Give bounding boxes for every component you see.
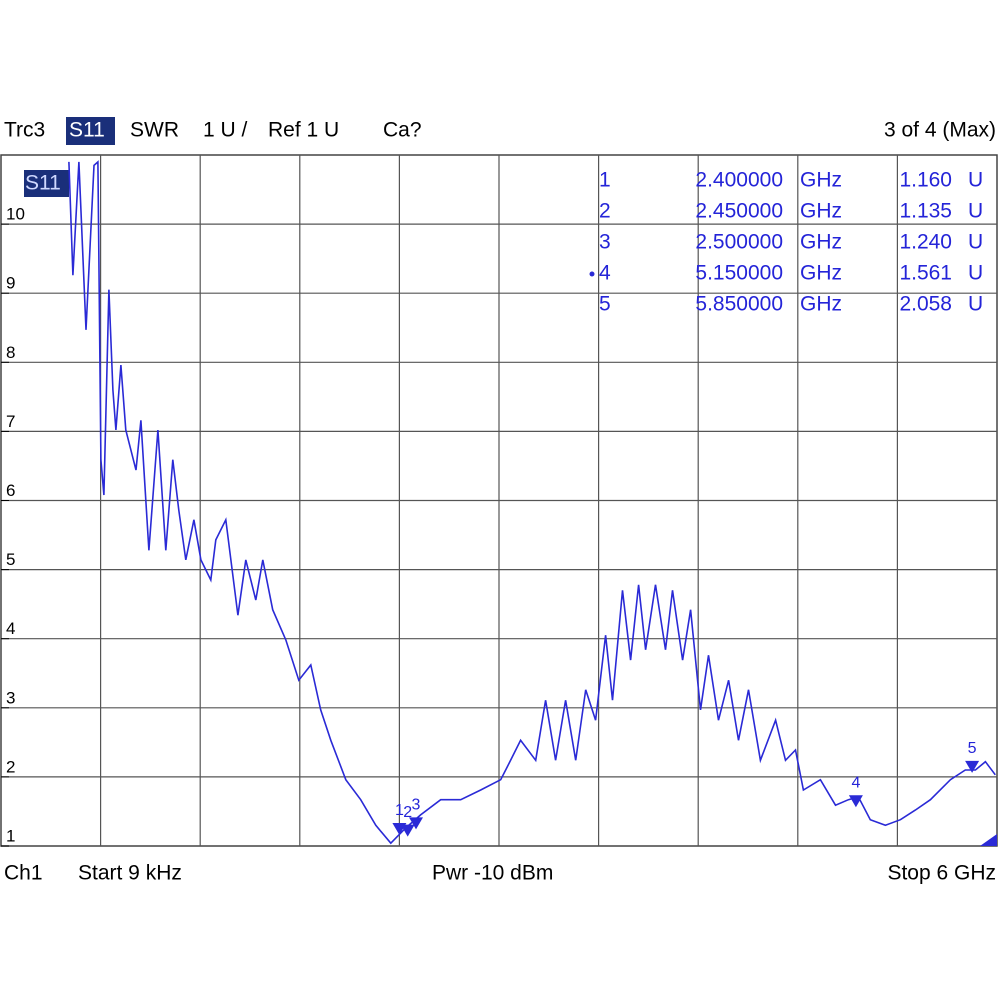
y-tick-label: 3 bbox=[6, 688, 15, 707]
y-tick-label: 10 bbox=[6, 205, 25, 224]
marker-value: 1.135 bbox=[899, 200, 952, 223]
y-tick-label: 8 bbox=[6, 343, 15, 362]
trace-label: S11 bbox=[25, 172, 61, 195]
scale: 1 U / bbox=[203, 119, 248, 142]
marker-frequency-unit: GHz bbox=[800, 169, 842, 192]
marker-label: 3 bbox=[412, 797, 421, 814]
marker-frequency-unit: GHz bbox=[800, 293, 842, 316]
y-tick-label: 4 bbox=[6, 619, 15, 638]
start-frequency: Start 9 kHz bbox=[78, 862, 182, 885]
stop-frequency: Stop 6 GHz bbox=[887, 862, 996, 885]
marker-triangle bbox=[848, 795, 863, 808]
marker-frequency: 2.500000 bbox=[695, 231, 783, 254]
marker-number: 3 bbox=[599, 231, 611, 254]
reference: Ref 1 U bbox=[268, 119, 339, 142]
trace bbox=[68, 160, 996, 845]
y-tick-label: 9 bbox=[6, 274, 15, 293]
marker-number: 4 bbox=[599, 262, 611, 285]
y-tick-label: 1 bbox=[6, 826, 15, 845]
marker-frequency-unit: GHz bbox=[800, 231, 842, 254]
marker-triangle bbox=[400, 824, 415, 837]
page-indicator: 3 of 4 (Max) bbox=[884, 119, 996, 142]
y-tick-label: 2 bbox=[6, 757, 15, 776]
marker-label: 4 bbox=[851, 774, 860, 791]
marker-frequency: 2.450000 bbox=[695, 200, 783, 223]
trace-name: Trc3 bbox=[4, 119, 45, 142]
trace-label-box bbox=[24, 170, 69, 197]
marker-value: 2.058 bbox=[899, 293, 952, 316]
param-highlight bbox=[66, 117, 115, 145]
marker-value-unit: U bbox=[968, 200, 983, 223]
marker-value-unit: U bbox=[968, 169, 983, 192]
corner-indicator bbox=[980, 834, 997, 846]
marker-value: 1.160 bbox=[899, 169, 952, 192]
calibration: Ca? bbox=[383, 119, 422, 142]
marker-frequency-unit: GHz bbox=[800, 262, 842, 285]
marker-value-unit: U bbox=[968, 293, 983, 316]
power: Pwr -10 dBm bbox=[432, 862, 553, 885]
marker-label: 1 bbox=[395, 802, 404, 819]
marker-triangle bbox=[408, 817, 423, 830]
marker-frequency-unit: GHz bbox=[800, 200, 842, 223]
marker-number: 5 bbox=[599, 293, 611, 316]
y-tick-label: 7 bbox=[6, 412, 15, 431]
param: S11 bbox=[69, 119, 105, 142]
y-tick-label: 5 bbox=[6, 550, 15, 569]
marker-number: 2 bbox=[599, 200, 611, 223]
marker-triangle bbox=[965, 760, 980, 773]
marker-frequency: 5.150000 bbox=[695, 262, 783, 285]
marker-frequency: 5.850000 bbox=[695, 293, 783, 316]
y-tick-label: 6 bbox=[6, 481, 15, 500]
marker-value: 1.240 bbox=[899, 231, 952, 254]
marker-label: 5 bbox=[968, 740, 977, 757]
marker-value: 1.561 bbox=[899, 262, 952, 285]
marker-number: 1 bbox=[599, 169, 611, 192]
marker-frequency: 2.400000 bbox=[695, 169, 783, 192]
format: SWR bbox=[130, 119, 179, 142]
marker-value-unit: U bbox=[968, 262, 983, 285]
marker-label: 2 bbox=[403, 804, 412, 821]
active-marker-dot bbox=[589, 271, 595, 277]
marker-value-unit: U bbox=[968, 231, 983, 254]
channel: Ch1 bbox=[4, 862, 43, 885]
